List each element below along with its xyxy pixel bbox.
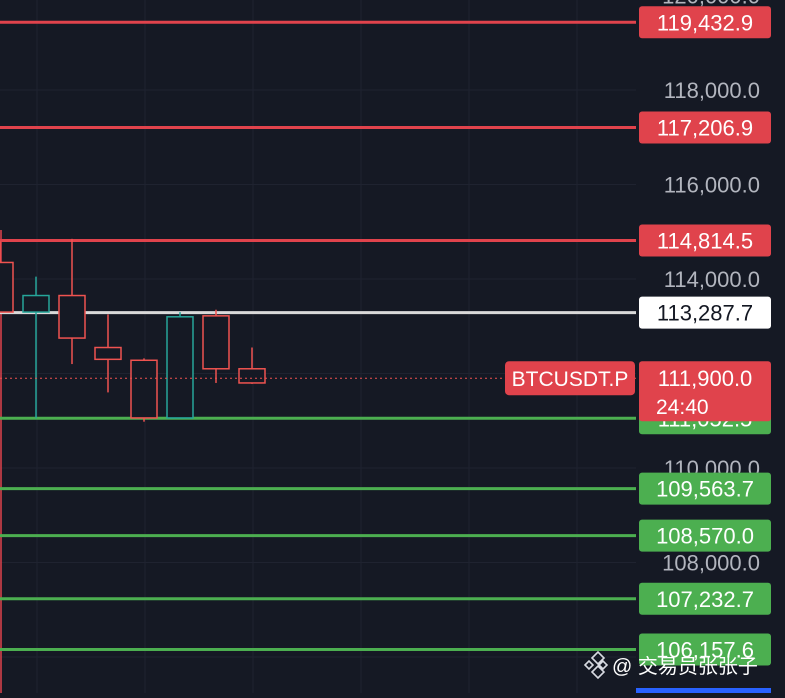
level-label: 108,570.0 [656,524,754,549]
y-tick-label: 120,000.0 [662,0,760,9]
last-price-badge: 111,900.0 [658,366,753,391]
symbol-badge-bg [505,361,635,396]
grid [0,0,636,693]
y-tick-label: 116,000.0 [664,173,760,198]
level-label: 106,157.6 [656,638,754,663]
level-label-bg [639,296,771,329]
y-tick-label: 118,000.0 [664,78,760,103]
candle-body [22,294,50,313]
level-label: 109,563.7 [656,477,754,502]
level-label-bg [639,224,771,257]
candle [58,238,86,365]
candle [22,276,50,419]
level-label: 114,814.5 [657,229,753,254]
countdown: 24:40 [656,396,709,419]
last-price-badge-bg [639,361,771,422]
y-tick-label: 114,000.0 [664,267,760,292]
candle [130,358,158,422]
level-label-bg [639,519,771,552]
scrollbar-indicator [636,688,771,693]
level-label: 113,287.7 [657,301,753,326]
level-label: 119,432.9 [657,10,753,35]
price-tags: BTCUSDT.P 111,900.0 24:40 [0,361,771,422]
level-label: 117,206.9 [657,115,753,140]
candle [202,309,230,383]
y-tick-label: 108,000.0 [662,551,760,576]
candle-body [202,315,230,370]
level-lines [0,20,636,652]
watermark: @ 交易员张张子 [583,650,758,680]
candle [238,347,266,384]
symbol-badge: BTCUSDT.P [512,368,629,391]
candle [0,241,14,313]
candle-body [238,368,266,384]
level-label-bg [639,111,771,144]
level-label-bg [639,633,771,666]
level-label-bg [639,472,771,505]
level-label-bg [639,582,771,615]
candle-body [166,316,194,419]
candle-body [58,294,86,339]
candle [94,314,122,393]
watermark-text: @ 交易员张张子 [612,655,758,678]
candle-body [94,346,122,361]
candle-body [0,261,14,313]
candles [0,238,266,422]
candle-body [130,359,158,419]
candle [166,312,194,419]
y-axis-ticks: 120,000.0118,000.0116,000.0114,000.0110,… [662,0,760,576]
level-label: 107,232.7 [656,587,754,612]
binance-logo-icon [583,650,609,680]
level-label-bg [639,6,771,39]
